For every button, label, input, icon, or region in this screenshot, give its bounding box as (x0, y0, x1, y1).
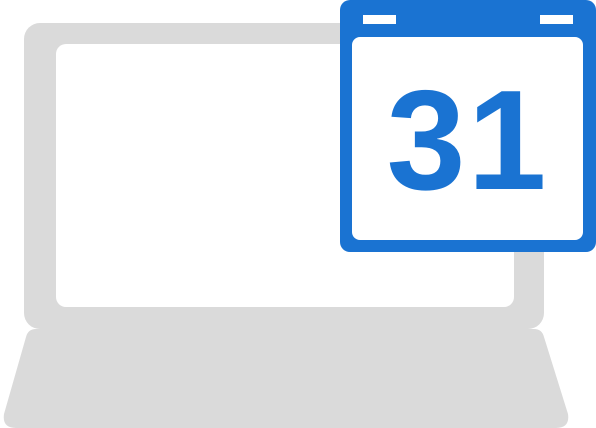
calendar-ring-right (540, 15, 573, 24)
calendar-page: 31 (352, 37, 583, 240)
calendar-icon: 31 (340, 0, 596, 252)
laptop-base (3, 329, 569, 428)
calendar-ring-left (363, 15, 396, 24)
calendar-day-number: 31 (386, 60, 549, 220)
